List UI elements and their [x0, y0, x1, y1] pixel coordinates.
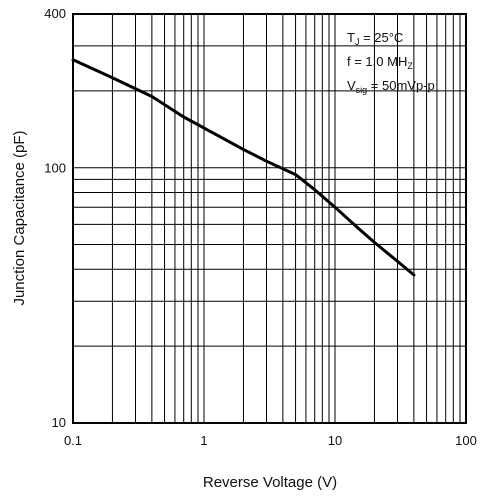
- svg-text:TJ = 25°C: TJ = 25°C: [347, 30, 403, 47]
- x-tick-label: 0.1: [64, 433, 82, 448]
- capacitance-curve: [71, 58, 416, 277]
- svg-text:f = 1.0 MHZ: f = 1.0 MHZ: [347, 54, 413, 71]
- y-tick-label: 100: [44, 161, 66, 176]
- tick-labels: 0.1 1 10 100 10 100 400: [44, 6, 477, 448]
- vsig-value: = 50mVp-p: [367, 78, 435, 93]
- x-tick-label: 100: [455, 433, 477, 448]
- x-tick-label: 1: [200, 433, 207, 448]
- x-axis-title: Reverse Voltage (V): [203, 474, 337, 491]
- vsig-label: V: [347, 78, 356, 93]
- conditions-annotation: TJ = 25°C f = 1.0 MHZ Vsig = 50mVp-p: [347, 30, 435, 95]
- plot-frame: [72, 13, 467, 424]
- freq-label: f = 1.0 MH: [347, 54, 407, 69]
- freq-subscript: Z: [407, 61, 413, 71]
- y-tick-label: 10: [52, 415, 66, 430]
- tj-label: T: [347, 30, 355, 45]
- y-tick-label: 400: [44, 6, 66, 21]
- grid-lines: [73, 14, 466, 423]
- tj-value: = 25°C: [359, 30, 403, 45]
- vsig-subscript: sig: [356, 85, 368, 95]
- tj-subscript: J: [355, 37, 360, 47]
- y-axis-title: Junction Capacitance (pF): [11, 130, 28, 305]
- svg-text:Vsig = 50mVp-p: Vsig = 50mVp-p: [347, 78, 435, 95]
- x-tick-label: 10: [328, 433, 342, 448]
